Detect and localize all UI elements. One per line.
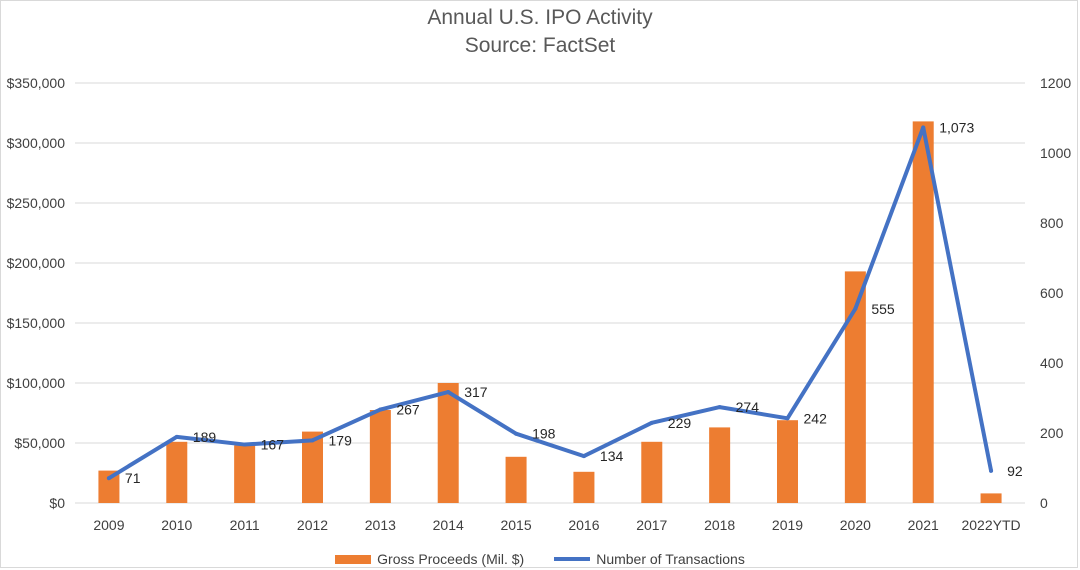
x-tick-label: 2009	[93, 517, 124, 533]
legend-swatch-bar	[335, 554, 372, 564]
line-point-transactions	[310, 438, 315, 443]
bar-gross-proceeds	[573, 471, 595, 503]
data-label-transactions: 242	[804, 410, 828, 426]
bar-gross-proceeds	[166, 441, 188, 503]
data-label-transactions: 198	[532, 426, 556, 442]
x-tick-label: 2010	[161, 517, 192, 533]
y-left-tick-label: $0	[49, 495, 65, 511]
data-label-transactions: 229	[668, 415, 692, 431]
line-number-of-transactions	[106, 125, 994, 481]
bar-gross-proceeds	[234, 445, 256, 503]
line-point-transactions	[717, 405, 722, 410]
x-tick-label: 2019	[772, 517, 803, 533]
y-left-tick-label: $50,000	[14, 435, 65, 451]
x-tick-label: 2015	[500, 517, 531, 533]
y-right-tick-label: 600	[1040, 285, 1064, 301]
line-point-transactions	[853, 306, 858, 311]
y-left-tick-label: $250,000	[7, 195, 66, 211]
bar-gross-proceeds	[709, 427, 731, 503]
data-label-transactions: 179	[329, 432, 353, 448]
legend-swatch-line	[554, 557, 591, 561]
x-tick-label: 2012	[297, 517, 328, 533]
x-tick-label: 2017	[636, 517, 667, 533]
data-label-transactions: 267	[396, 402, 420, 418]
x-tick-label: 2020	[840, 517, 871, 533]
y-left-tick-label: $200,000	[7, 255, 66, 271]
legend-label-transactions: Number of Transactions	[596, 551, 745, 567]
chart-title: Annual U.S. IPO Activity	[427, 6, 653, 29]
y-left-tick-label: $100,000	[7, 375, 66, 391]
chart-legend: Gross Proceeds (Mil. $) Number of Transa…	[0, 551, 1080, 567]
line-point-transactions	[174, 434, 179, 439]
bar-gross-proceeds	[98, 470, 120, 503]
bar-gross-proceeds	[437, 383, 459, 503]
x-tick-label: 2022YTD	[961, 517, 1020, 533]
line-point-transactions	[106, 476, 111, 481]
x-tick-label: 2018	[704, 517, 735, 533]
y-right-tick-label: 400	[1040, 355, 1064, 371]
line-point-transactions	[378, 407, 383, 412]
line-point-transactions	[649, 420, 654, 425]
data-label-transactions: 1,073	[939, 119, 974, 135]
bar-gross-proceeds	[980, 493, 1002, 503]
line-point-transactions	[921, 125, 926, 130]
data-label-transactions: 92	[1007, 463, 1023, 479]
data-label-transactions: 555	[871, 301, 895, 317]
data-label-transactions: 274	[736, 399, 760, 415]
legend-item-transactions: Number of Transactions	[554, 551, 745, 567]
bar-gross-proceeds	[302, 431, 323, 503]
bar-gross-proceeds	[777, 420, 798, 503]
data-label-transactions: 189	[193, 429, 217, 445]
bar-gross-proceeds	[641, 441, 663, 503]
y-right-tick-label: 1200	[1040, 75, 1071, 91]
legend-item-gross-proceeds: Gross Proceeds (Mil. $)	[335, 551, 524, 567]
y-left-tick-label: $350,000	[7, 75, 66, 91]
data-label-transactions: 134	[600, 448, 624, 464]
bar-gross-proceeds	[844, 271, 866, 503]
bar-gross-proceeds	[369, 410, 391, 503]
line-point-transactions	[514, 431, 519, 436]
y-right-tick-label: 800	[1040, 215, 1064, 231]
line-point-transactions	[242, 442, 247, 447]
bar-gross-proceeds	[912, 121, 934, 504]
y-left-tick-label: $150,000	[7, 315, 66, 331]
chart-plot: $0 $50,000 $100,000 $150,000 $200,000 $250,00…	[7, 75, 1072, 533]
data-label-transactions: 167	[261, 437, 285, 453]
line-point-transactions	[446, 390, 451, 395]
x-tick-label: 2011	[230, 517, 260, 533]
x-tick-label: 2014	[433, 517, 464, 533]
line-point-transactions	[581, 454, 586, 459]
chart-title-block: Annual U.S. IPO Activity Source: FactSet	[0, 4, 1080, 60]
legend-label-gross-proceeds: Gross Proceeds (Mil. $)	[377, 551, 525, 567]
line-point-transactions	[989, 468, 994, 473]
x-tick-label: 2013	[365, 517, 396, 533]
y-right-tick-label: 200	[1040, 425, 1064, 441]
y-left-tick-label: $300,000	[7, 135, 66, 151]
y-right-tick-label: 0	[1040, 495, 1048, 511]
x-tick-label: 2016	[568, 517, 599, 533]
chart-subtitle: Source: FactSet	[464, 34, 616, 57]
y-right-tick-label: 1000	[1040, 145, 1071, 161]
data-label-transactions: 71	[125, 470, 141, 486]
line-point-transactions	[785, 416, 790, 421]
x-tick-label: 2021	[908, 517, 939, 533]
bar-gross-proceeds	[505, 456, 527, 503]
data-label-transactions: 317	[464, 384, 488, 400]
